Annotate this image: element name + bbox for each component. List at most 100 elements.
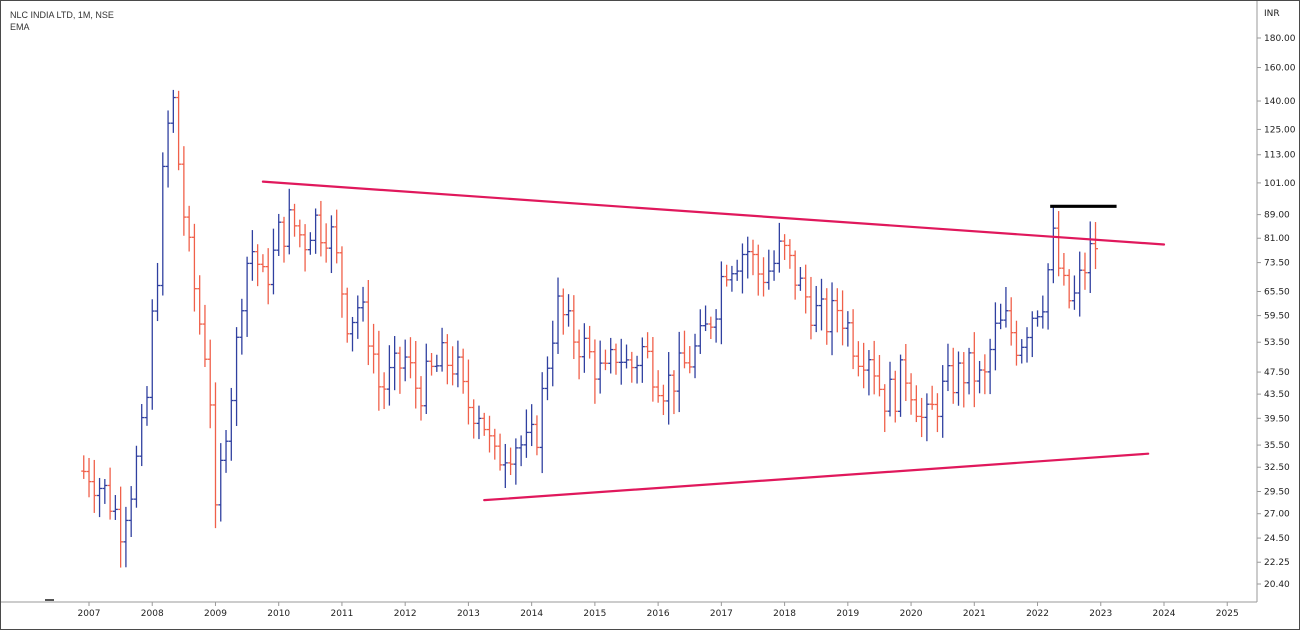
y-tick-label: 29.50 (1264, 488, 1290, 498)
y-tick-label: 53.50 (1264, 338, 1290, 348)
price-bar (776, 222, 782, 273)
x-tick-label: 2017 (710, 609, 733, 619)
price-bar (1035, 310, 1041, 327)
x-tick-label: 2018 (773, 609, 796, 619)
price-bar (1003, 287, 1009, 328)
x-tick-label: 2010 (267, 609, 290, 619)
price-bar (170, 89, 176, 133)
symbol-label[interactable]: NLC INDIA LTD, 1M, NSE (10, 10, 114, 20)
indicator-label[interactable]: EMA (10, 22, 30, 32)
price-bar (945, 343, 951, 392)
price-bar (987, 338, 993, 395)
price-bar (502, 443, 508, 489)
y-tick-label: 101.00 (1264, 179, 1296, 189)
price-bar (792, 250, 798, 300)
price-bar (197, 275, 203, 335)
price-bar (908, 373, 914, 415)
price-bar (560, 288, 566, 335)
price-bar (1077, 251, 1083, 317)
price-bar (624, 344, 630, 369)
price-bar (734, 259, 740, 281)
price-bar (818, 278, 824, 331)
x-tick-label: 2015 (583, 609, 606, 619)
price-bar (797, 266, 803, 291)
price-bar (645, 332, 651, 359)
time-axis[interactable]: 2007 2008 2009 2010 2011 2012 2013 2014 2015 2016… (1, 599, 1257, 619)
price-bar (397, 346, 403, 394)
trendline-upper[interactable] (261, 180, 1166, 246)
x-tick-label: 2016 (647, 609, 670, 619)
y-tick-label: 47.50 (1264, 368, 1290, 378)
price-axis[interactable]: INR 20.40 22.25 24.50 27.00 29.50 32.50 35.50 3… (1256, 1, 1296, 602)
price-bar (307, 232, 313, 255)
price-bar (592, 339, 598, 404)
price-bar (265, 248, 271, 305)
price-bar (149, 299, 155, 410)
x-tick-label: 2022 (1026, 609, 1049, 619)
price-bar (334, 209, 340, 264)
price-bar (634, 355, 640, 384)
price-bar (160, 152, 166, 296)
price-bar (666, 352, 672, 425)
price-bar (97, 477, 103, 518)
price-bar (434, 354, 440, 372)
price-bar (328, 215, 334, 274)
price-bar (692, 333, 698, 379)
price-bar (882, 384, 888, 433)
price-bar (708, 316, 714, 340)
price-bar (956, 351, 962, 406)
trendline-lower[interactable] (483, 452, 1150, 502)
price-bar (297, 219, 303, 248)
price-bar (766, 249, 772, 290)
price-bar (228, 387, 234, 461)
price-bar (429, 352, 435, 376)
price-bar (713, 309, 719, 343)
price-bar (1071, 275, 1077, 310)
trendlines[interactable] (261, 180, 1166, 502)
price-bar (729, 265, 735, 292)
price-bar (824, 288, 830, 345)
y-tick-label: 81.00 (1264, 234, 1290, 244)
price-bar (128, 486, 134, 538)
price-bar (929, 385, 935, 410)
price-bar (1066, 269, 1072, 309)
price-bar (323, 223, 329, 263)
price-bar (344, 287, 350, 343)
price-bar (276, 213, 282, 256)
price-bar (613, 343, 619, 375)
price-bar (876, 355, 882, 397)
price-bar (602, 349, 608, 371)
price-bar (650, 337, 656, 402)
price-bar (234, 327, 240, 426)
price-bar (829, 282, 835, 356)
price-bar (376, 330, 382, 411)
price-bar (1045, 263, 1051, 330)
price-bar (866, 350, 872, 396)
currency-label: INR (1264, 9, 1280, 19)
price-bar (260, 254, 266, 273)
price-bar (492, 428, 498, 460)
price-bar (750, 239, 756, 276)
price-bar (191, 223, 197, 312)
x-tick-label: 2007 (78, 609, 101, 619)
x-tick-label: 2025 (1216, 609, 1239, 619)
price-bar (181, 146, 187, 236)
y-tick-label: 27.00 (1264, 510, 1290, 520)
price-bar (508, 447, 514, 475)
y-tick-label: 32.50 (1264, 463, 1290, 473)
x-tick-label: 2023 (1089, 609, 1112, 619)
price-bar (123, 506, 129, 568)
price-bar (318, 200, 324, 257)
price-bar (919, 397, 925, 438)
price-bars (81, 89, 1099, 568)
x-tick-label: 2013 (457, 609, 480, 619)
price-bar (982, 354, 988, 395)
x-tick-label: 2019 (836, 609, 859, 619)
price-bar (787, 239, 793, 269)
y-tick-label: 24.50 (1264, 534, 1290, 544)
price-bar (1040, 295, 1046, 329)
price-bar (703, 305, 709, 332)
price-bar (302, 224, 308, 272)
